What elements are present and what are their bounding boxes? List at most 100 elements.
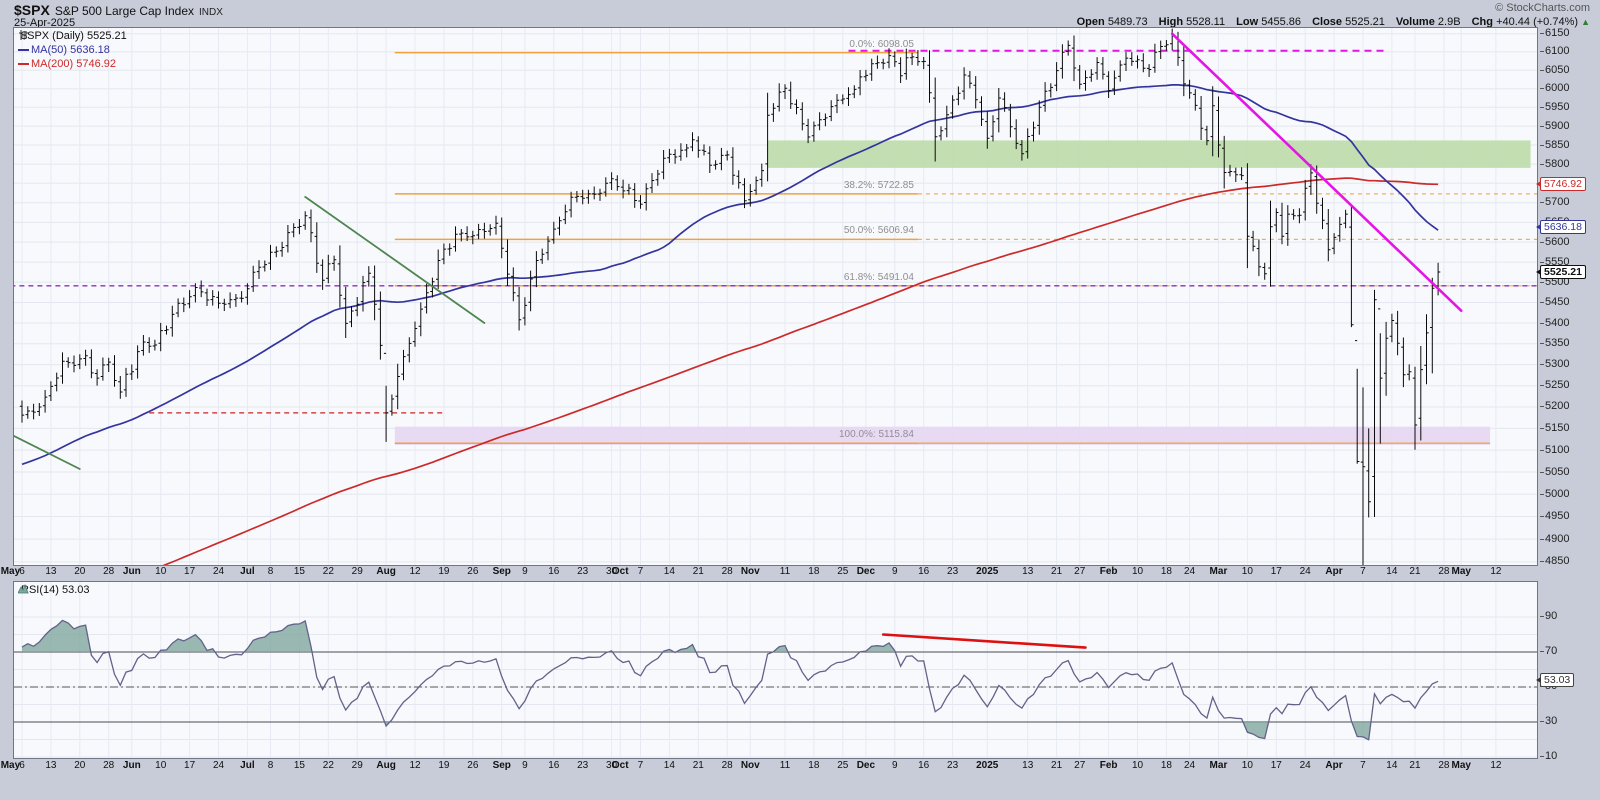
ma200-line	[162, 177, 1439, 565]
y-axis-label: 5500	[1539, 275, 1570, 288]
x-axis-tick-label: Nov	[740, 760, 760, 771]
x-axis-tick-label: 15	[293, 760, 305, 771]
x-axis-tick-label: 22	[322, 566, 334, 577]
x-axis-tick-label: Mar	[1209, 566, 1228, 577]
zone-lavender	[394, 426, 1491, 445]
change-up-icon: ▲	[1581, 17, 1590, 27]
x-axis-tick-label: 2025	[976, 760, 999, 771]
x-axis-tick-label: 13	[45, 566, 57, 577]
open-label: Open	[1076, 16, 1105, 28]
x-axis-tick-label: 14	[663, 760, 675, 771]
rsi-oversold-fill	[384, 722, 1371, 740]
x-axis-tick-label: 11	[779, 760, 791, 771]
x-axis-tick-label: 27	[1074, 566, 1086, 577]
x-axis-tick-label: 23	[577, 760, 589, 771]
x-axis-tick-label: 16	[918, 760, 930, 771]
rsi-axis-label: 90	[1539, 609, 1558, 622]
x-axis-tick-label: 6	[19, 760, 25, 771]
x-axis-tick-label: 8	[267, 760, 274, 771]
x-axis-tick-label: 29	[351, 566, 363, 577]
x-axis-tick-label: 9	[522, 760, 528, 771]
x-axis-tick-label: 23	[947, 566, 959, 577]
x-axis-tick-label: 7	[637, 566, 644, 577]
y-axis-label: 5800	[1539, 157, 1570, 170]
x-axis-tick-label: Feb	[1099, 760, 1118, 771]
chart-title: $SPX S&P 500 Large Cap Index INDX	[14, 2, 223, 20]
x-axis-tick-label: Jul	[240, 760, 255, 771]
x-axis-tick-label: 18	[1160, 760, 1172, 771]
x-axis-tick-label: 25	[837, 566, 849, 577]
low-value: 5455.86	[1261, 16, 1301, 28]
x-axis-tick-label: 10	[1241, 566, 1253, 577]
rsi-overbought-fill	[22, 620, 896, 652]
rsi-legend: RSI(14) 53.03	[18, 583, 89, 597]
x-axis-tick-label: 12	[409, 566, 421, 577]
x-axis-tick-label: 7	[1360, 760, 1366, 771]
x-axis-tick-label: 18	[808, 760, 820, 771]
x-axis-tick-label: 17	[184, 760, 196, 771]
x-axis-tick-label: 10	[155, 760, 167, 771]
x-axis-tick-label: 28	[103, 566, 115, 577]
y-axis-label: 5150	[1539, 421, 1570, 434]
x-axis-tick-label: 21	[692, 566, 704, 577]
x-axis-tick-label: 22	[322, 760, 334, 771]
rsi-downtrend-line	[881, 633, 1087, 649]
chart-date: 25-Apr-2025	[14, 17, 76, 29]
y-axis-label: 5450	[1539, 296, 1570, 309]
y-axis-label: 5600	[1539, 235, 1570, 248]
high-value: 5528.11	[1186, 16, 1226, 28]
x-axis-tick-label: 23	[947, 760, 959, 771]
x-axis-tick-label: 26	[467, 760, 479, 771]
y-axis-label: 5950	[1539, 100, 1570, 113]
y-axis-label: 6150	[1539, 27, 1570, 40]
x-axis-tick-label: Nov	[740, 566, 760, 577]
low-label: Low	[1236, 16, 1259, 28]
x-axis-tick-label: Aug	[376, 566, 396, 577]
y-axis-label: 5300	[1539, 358, 1570, 371]
close-value: 5525.21	[1345, 16, 1385, 28]
x-axis-tick-label: 7	[637, 760, 644, 771]
x-axis-tick-label: Oct	[611, 566, 629, 577]
x-axis-tick-label: 24	[212, 566, 225, 577]
y-axis-label: 5850	[1539, 138, 1570, 151]
x-axis-tick-label: 19	[438, 760, 450, 771]
x-axis-tick-label: 20	[74, 760, 86, 771]
x-axis-tick-label: 6	[19, 566, 25, 577]
x-axis-tick-label: 24	[1299, 566, 1311, 577]
x-axis-tick-label: 28	[103, 760, 115, 771]
y-axis-label: 5700	[1539, 196, 1570, 209]
x-axis-tick-label: 21	[692, 760, 704, 771]
volume-value: 2.9B	[1437, 16, 1461, 28]
ma200-label: MA(200) 5746.92	[31, 58, 116, 70]
x-axis-tick-label: 21	[1409, 760, 1421, 771]
x-axis-tick-label: 28	[1438, 760, 1450, 771]
x-axis-tick-label: Dec	[856, 760, 876, 771]
y-axis-label: 5350	[1539, 337, 1570, 350]
x-axis-tick-label: 10	[1131, 760, 1144, 771]
date-axis: May 6 13 20 28 Jun 10 17 24 Jul 8 15 22 29 Aug 12 19 26 Se…	[1, 566, 1537, 580]
x-axis-tick-label: 10	[1241, 760, 1253, 771]
x-axis-tick-label: 18	[808, 566, 820, 577]
date-axis-bottom: May 6 13 20 28 Jun 10 17 24 Jul 8 15 22 29 Aug 12 19 26 Se…	[1, 760, 1537, 774]
x-axis-tick-label: 8	[267, 566, 274, 577]
x-axis-tick-label: 16	[548, 566, 560, 577]
price-legend: $SPX (Daily) 5525.21 MA(50) 5636.18 MA(2…	[18, 29, 127, 71]
x-axis-tick-label: Feb	[1099, 566, 1118, 577]
y-axis-label: 6100	[1539, 45, 1570, 58]
x-axis-tick-label: 10	[1131, 566, 1144, 577]
x-axis-tick-label: 17	[1270, 760, 1282, 771]
x-axis-tick-label: 13	[1022, 760, 1034, 771]
symbol: $SPX	[14, 2, 50, 18]
x-axis-tick-label: 14	[1386, 566, 1398, 577]
x-axis-tick-label: 17	[184, 566, 196, 577]
series-label: $SPX (Daily) 5525.21	[21, 30, 127, 42]
x-axis-tick-label: 24	[1299, 760, 1311, 771]
x-axis-tick-label: 16	[918, 566, 930, 577]
rsi-panel: RSI(14) 53.03	[13, 581, 1538, 759]
downtrend-magenta	[1170, 32, 1463, 313]
volume-label: Volume	[1395, 16, 1435, 28]
rsi-value-tag: 53.03	[1535, 673, 1575, 688]
x-axis-tick-label: Mar	[1209, 760, 1228, 771]
x-axis-tick-label: 29	[351, 760, 363, 771]
x-axis-tick-label: 9	[891, 760, 898, 771]
